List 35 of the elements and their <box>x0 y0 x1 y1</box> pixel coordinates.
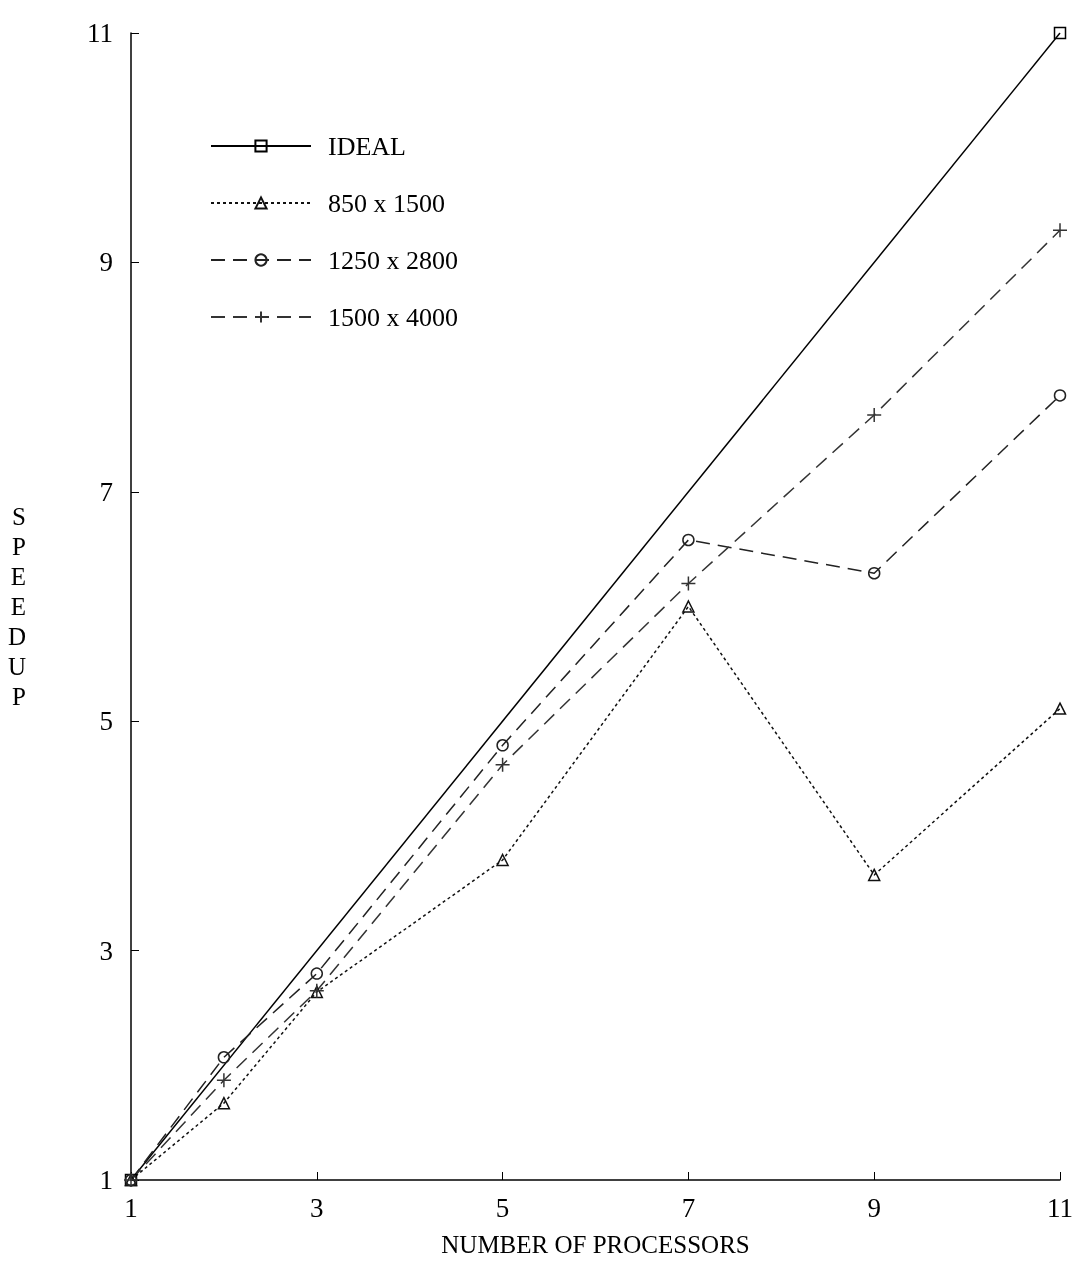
x-axis-title: NUMBER OF PROCESSORS <box>441 1231 750 1258</box>
point <box>494 757 511 773</box>
point <box>496 739 509 752</box>
point <box>310 967 324 980</box>
legend-label: IDEAL <box>328 131 406 161</box>
point <box>1053 26 1067 40</box>
point <box>496 853 509 867</box>
y-tick-label: 11 <box>87 18 113 48</box>
legend-label: 1250 x 2800 <box>328 245 458 275</box>
point <box>1053 702 1067 715</box>
y-tick-label: 7 <box>99 476 113 507</box>
point <box>1052 222 1068 239</box>
y-tick-label: 5 <box>99 706 113 737</box>
y-tick-label: 3 <box>99 935 113 966</box>
x-tick-label: 11 <box>1047 1192 1073 1223</box>
y-axis-title: SPEEDUP <box>7 503 26 710</box>
legend-label: 1500 x 4000 <box>328 302 458 332</box>
point <box>217 1051 231 1064</box>
point <box>682 600 695 613</box>
x-tick-label: 7 <box>681 1192 696 1223</box>
point <box>682 533 695 547</box>
point <box>217 1096 231 1110</box>
x-tick-label: 1 <box>124 1192 138 1223</box>
point <box>867 868 881 882</box>
legend-label: 850 x 1500 <box>328 188 445 218</box>
y-tick-label: 1 <box>99 1165 113 1195</box>
point <box>216 1072 232 1088</box>
point <box>867 566 881 580</box>
point <box>680 575 697 592</box>
x-tick-label: 3 <box>310 1192 324 1223</box>
x-tick-label: 5 <box>495 1192 510 1223</box>
x-tick-label: 9 <box>867 1192 881 1223</box>
y-tick-label: 9 <box>99 247 113 278</box>
point <box>866 407 882 423</box>
point <box>1053 389 1067 402</box>
